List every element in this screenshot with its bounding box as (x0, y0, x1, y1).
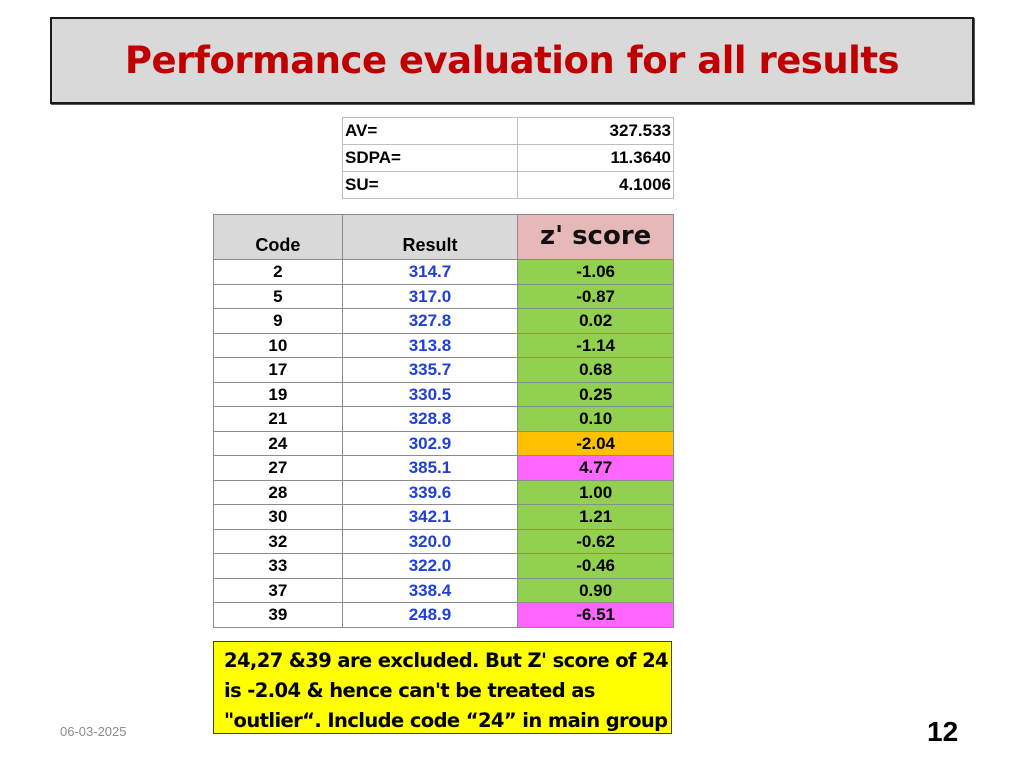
table-row: 39 248.9 -6.51 (213, 602, 674, 628)
cell-z-score: 4.77 (517, 455, 674, 481)
cell-z-score: -2.04 (517, 430, 674, 456)
cell-code: 33 (213, 553, 343, 579)
cell-result: 330.5 (341, 381, 519, 407)
cell-z-score: 0.90 (517, 577, 674, 603)
results-table: Code Result z' score 2 314.7 -1.06 5 317.0 -0… (213, 214, 674, 628)
cell-code: 10 (213, 332, 343, 358)
cell-result: 338.4 (341, 577, 519, 603)
stat-value: 11.3640 (517, 144, 674, 172)
cell-result: 248.9 (341, 602, 519, 628)
cell-result: 320.0 (341, 528, 519, 554)
stat-label: SU= (342, 171, 518, 199)
cell-code: 32 (213, 528, 343, 554)
table-row: 37 338.4 0.90 (213, 577, 674, 603)
cell-z-score: -0.87 (517, 283, 674, 309)
cell-result: 322.0 (341, 553, 519, 579)
header-result: Result (341, 214, 519, 260)
table-header-row: Code Result z' score (213, 214, 674, 260)
stat-label: SDPA= (342, 144, 518, 172)
table-row: 5 317.0 -0.87 (213, 283, 674, 309)
cell-result: 314.7 (341, 259, 519, 285)
page-number: 12 (927, 716, 959, 747)
stat-label: AV= (342, 117, 518, 145)
slide-title: Performance evaluation for all results (124, 39, 900, 82)
cell-z-score: 1.21 (517, 504, 674, 530)
cell-z-score: -0.62 (517, 528, 674, 554)
table-row: 10 313.8 -1.14 (213, 332, 674, 358)
cell-result: 302.9 (341, 430, 519, 456)
cell-code: 5 (213, 283, 343, 309)
cell-code: 2 (213, 259, 343, 285)
cell-z-score: -6.51 (517, 602, 674, 628)
header-z-score: z' score (517, 214, 674, 260)
cell-code: 21 (213, 406, 343, 432)
cell-code: 39 (213, 602, 343, 628)
cell-z-score: -0.46 (517, 553, 674, 579)
table-row: 30 342.1 1.21 (213, 504, 674, 530)
slide-date: 06-03-2025 (60, 724, 127, 739)
cell-code: 27 (213, 455, 343, 481)
table-row: 9 327.8 0.02 (213, 308, 674, 334)
table-row: 21 328.8 0.10 (213, 406, 674, 432)
note-line: 24,27 &39 are excluded. But Z' score of … (224, 649, 669, 672)
cell-z-score: 0.25 (517, 381, 674, 407)
cell-code: 28 (213, 479, 343, 505)
header-code: Code (213, 214, 343, 260)
table-row: 17 335.7 0.68 (213, 357, 674, 383)
table-row: 32 320.0 -0.62 (213, 528, 674, 554)
stats-table: AV= 327.533 SDPA= 11.3640 SU= 4.1006 (342, 117, 674, 199)
table-row: 2 314.7 -1.06 (213, 259, 674, 285)
cell-z-score: -1.06 (517, 259, 674, 285)
cell-result: 385.1 (341, 455, 519, 481)
cell-z-score: 0.10 (517, 406, 674, 432)
cell-result: 313.8 (341, 332, 519, 358)
table-row: 33 322.0 -0.46 (213, 553, 674, 579)
note-box: 24,27 &39 are excluded. But Z' score of … (213, 641, 672, 734)
cell-result: 317.0 (341, 283, 519, 309)
cell-result: 328.8 (341, 406, 519, 432)
table-row: 28 339.6 1.00 (213, 479, 674, 505)
cell-code: 30 (213, 504, 343, 530)
cell-z-score: -1.14 (517, 332, 674, 358)
stats-row: SDPA= 11.3640 (342, 144, 674, 172)
table-row: 27 385.1 4.77 (213, 455, 674, 481)
cell-result: 342.1 (341, 504, 519, 530)
cell-z-score: 1.00 (517, 479, 674, 505)
cell-result: 327.8 (341, 308, 519, 334)
note-line: is -2.04 & hence can't be treated as (224, 679, 595, 702)
results-body: 2 314.7 -1.06 5 317.0 -0.87 9 327.8 0.02 10 313.8-… (213, 259, 674, 628)
cell-code: 37 (213, 577, 343, 603)
stats-row: AV= 327.533 (342, 117, 674, 145)
cell-result: 339.6 (341, 479, 519, 505)
table-row: 19 330.5 0.25 (213, 381, 674, 407)
stat-value: 327.533 (517, 117, 674, 145)
cell-result: 335.7 (341, 357, 519, 383)
cell-z-score: 0.68 (517, 357, 674, 383)
cell-code: 9 (213, 308, 343, 334)
cell-code: 24 (213, 430, 343, 456)
table-row: 24 302.9 -2.04 (213, 430, 674, 456)
stats-row: SU= 4.1006 (342, 171, 674, 199)
title-box: Performance evaluation for all results (50, 17, 974, 104)
cell-z-score: 0.02 (517, 308, 674, 334)
stat-value: 4.1006 (517, 171, 674, 199)
cell-code: 19 (213, 381, 343, 407)
cell-code: 17 (213, 357, 343, 383)
note-line: "outlier“. Include code “24” in main gro… (224, 709, 668, 732)
